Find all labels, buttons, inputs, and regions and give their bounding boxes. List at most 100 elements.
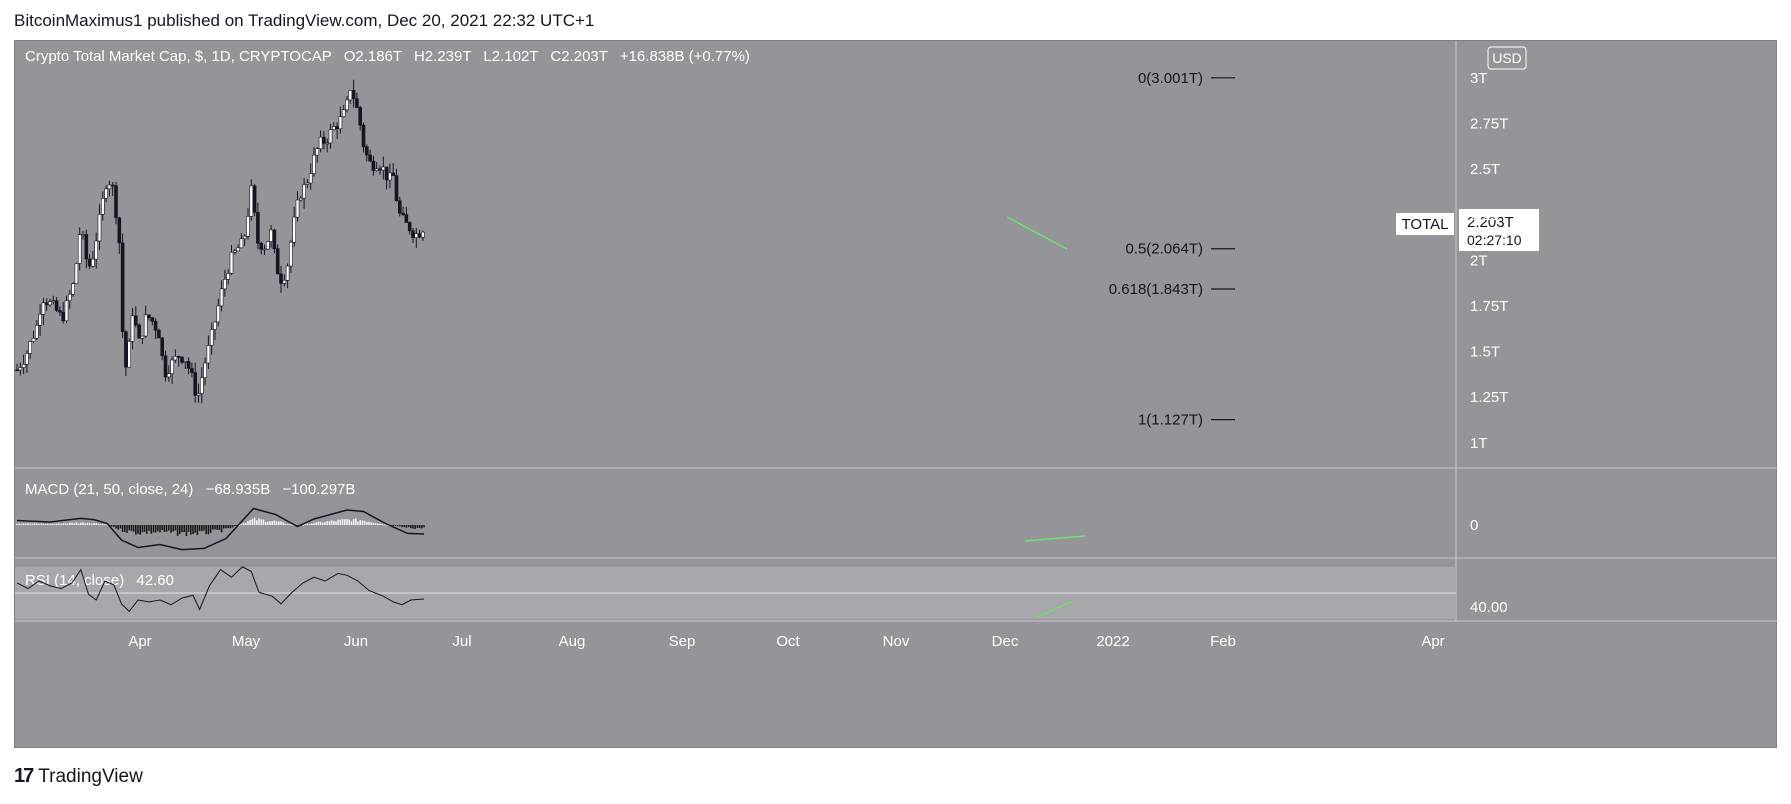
chart-frame[interactable]: Crypto Total Market Cap, $, 1D, CRYPTOCA…	[14, 40, 1778, 749]
candle-body	[41, 302, 46, 315]
macd-histogram-bar	[20, 523, 23, 525]
candle-body	[282, 279, 287, 284]
price-tag: TOTAL 2.203T 02:27:10	[1396, 209, 1539, 251]
candle-body	[421, 231, 425, 238]
candle-body	[58, 310, 62, 313]
macd-histogram-bar	[47, 523, 49, 525]
macd-histogram-bar	[198, 525, 201, 532]
macd-histogram-bar	[196, 525, 199, 536]
macd-histogram-bar	[275, 521, 278, 525]
macd-histogram-bar	[379, 523, 381, 525]
candle-body	[137, 324, 141, 339]
x-tick-label: 2022	[1096, 633, 1129, 650]
macd-histogram-bar	[187, 525, 190, 533]
macd-histogram-bar	[170, 525, 172, 533]
macd-histogram-bar	[227, 525, 229, 529]
macd-histogram-bar	[113, 525, 115, 528]
candle-body	[298, 197, 303, 201]
macd-histogram-bar	[306, 523, 309, 525]
macd-histogram-bar	[53, 523, 56, 525]
candle-body	[275, 248, 280, 275]
macd-histogram-bar	[403, 525, 405, 528]
macd-histogram-bar	[317, 521, 320, 525]
macd-histogram-bar	[282, 522, 284, 525]
macd-histogram-bar	[141, 525, 144, 533]
x-tick-label: Jun	[344, 633, 368, 650]
candle-body	[223, 279, 227, 290]
macd-histogram-bar	[385, 524, 388, 526]
candle-body	[378, 168, 382, 171]
macd-histogram-bar	[253, 517, 256, 525]
macd-histogram-bar	[339, 519, 342, 525]
x-tick-label: May	[232, 633, 261, 650]
macd-histogram-bar	[192, 525, 194, 535]
candle-body	[364, 146, 369, 156]
macd-histogram-bar	[168, 525, 170, 531]
macd-histogram-bar	[29, 523, 31, 525]
macd-histogram-bar	[258, 518, 260, 525]
macd-histogram-bar	[60, 523, 62, 525]
macd-histogram-bar	[55, 523, 58, 525]
macd-histogram-bar	[146, 525, 148, 534]
macd-histogram-bar	[286, 523, 289, 525]
macd-histogram-bar	[150, 525, 152, 534]
candle-body	[355, 98, 359, 108]
legend-l-label: L	[483, 48, 491, 65]
macd-histogram-bar	[135, 525, 137, 535]
candle-body	[417, 233, 422, 238]
macd-histogram-bar	[256, 520, 258, 525]
macd-histogram-bar	[194, 525, 196, 533]
currency-button[interactable]: USD	[1487, 46, 1527, 70]
macd-histogram-bar	[370, 522, 372, 525]
macd-histogram-bar	[157, 525, 159, 532]
rsi-tick-label: 40.00	[1470, 599, 1508, 616]
macd-histogram-bar	[421, 525, 423, 529]
candle-body	[394, 175, 399, 202]
candle-body	[391, 172, 396, 176]
candle-body	[173, 356, 178, 361]
candle-body	[15, 369, 19, 372]
candle-body	[61, 311, 66, 322]
candle-body	[64, 300, 69, 322]
x-tick-label: Nov	[883, 633, 910, 650]
macd-histogram-bar	[64, 523, 67, 525]
macd-histogram-bar	[176, 525, 179, 536]
rsi-legend-value: 42.60	[136, 572, 174, 589]
macd-histogram-bar	[311, 523, 313, 525]
macd-histogram-bar	[214, 525, 216, 530]
candle-body	[279, 273, 283, 284]
divergence-line	[1006, 216, 1068, 250]
macd-histogram-bar	[302, 524, 304, 526]
macd-histogram-bar	[207, 525, 210, 535]
macd-histogram-bar	[333, 520, 335, 525]
candle-body	[239, 238, 244, 249]
currency-button-label[interactable]: USD	[1492, 50, 1522, 66]
divergence-line	[1024, 535, 1086, 542]
macd-histogram-bar	[209, 525, 212, 533]
candle-body	[368, 154, 372, 162]
macd-histogram-bar	[361, 520, 364, 525]
macd-histogram-bar	[423, 525, 425, 528]
candle-body	[335, 126, 339, 130]
macd-histogram-bar	[82, 522, 84, 525]
macd-histogram-bar	[284, 523, 287, 525]
macd-histogram-bar	[225, 525, 227, 529]
footer: 17 TradingView	[14, 765, 143, 788]
macd-histogram-bar	[110, 525, 113, 527]
candle-body	[328, 129, 333, 144]
candle-body	[407, 222, 412, 232]
currency-button-frame[interactable]	[1487, 46, 1527, 70]
macd-histogram-bar	[416, 525, 419, 528]
legend-symbol: Crypto Total Market Cap, $, 1D, CRYPTOCA…	[25, 48, 332, 65]
candle-body	[120, 242, 125, 332]
legend-l-value: 2.102T	[492, 48, 539, 65]
macd-histogram-bar	[115, 525, 117, 529]
macd-histogram-bar	[97, 523, 100, 525]
macd-histogram-bar	[328, 521, 331, 525]
candle-body	[246, 216, 250, 237]
macd-histogram-bar	[412, 525, 414, 529]
macd-histogram-bar	[229, 525, 232, 529]
x-tick-label: Apr	[1421, 633, 1444, 650]
macd-histogram-bar	[181, 525, 183, 533]
chart-svg[interactable]: Crypto Total Market Cap, $, 1D, CRYPTOCA…	[15, 41, 1778, 749]
